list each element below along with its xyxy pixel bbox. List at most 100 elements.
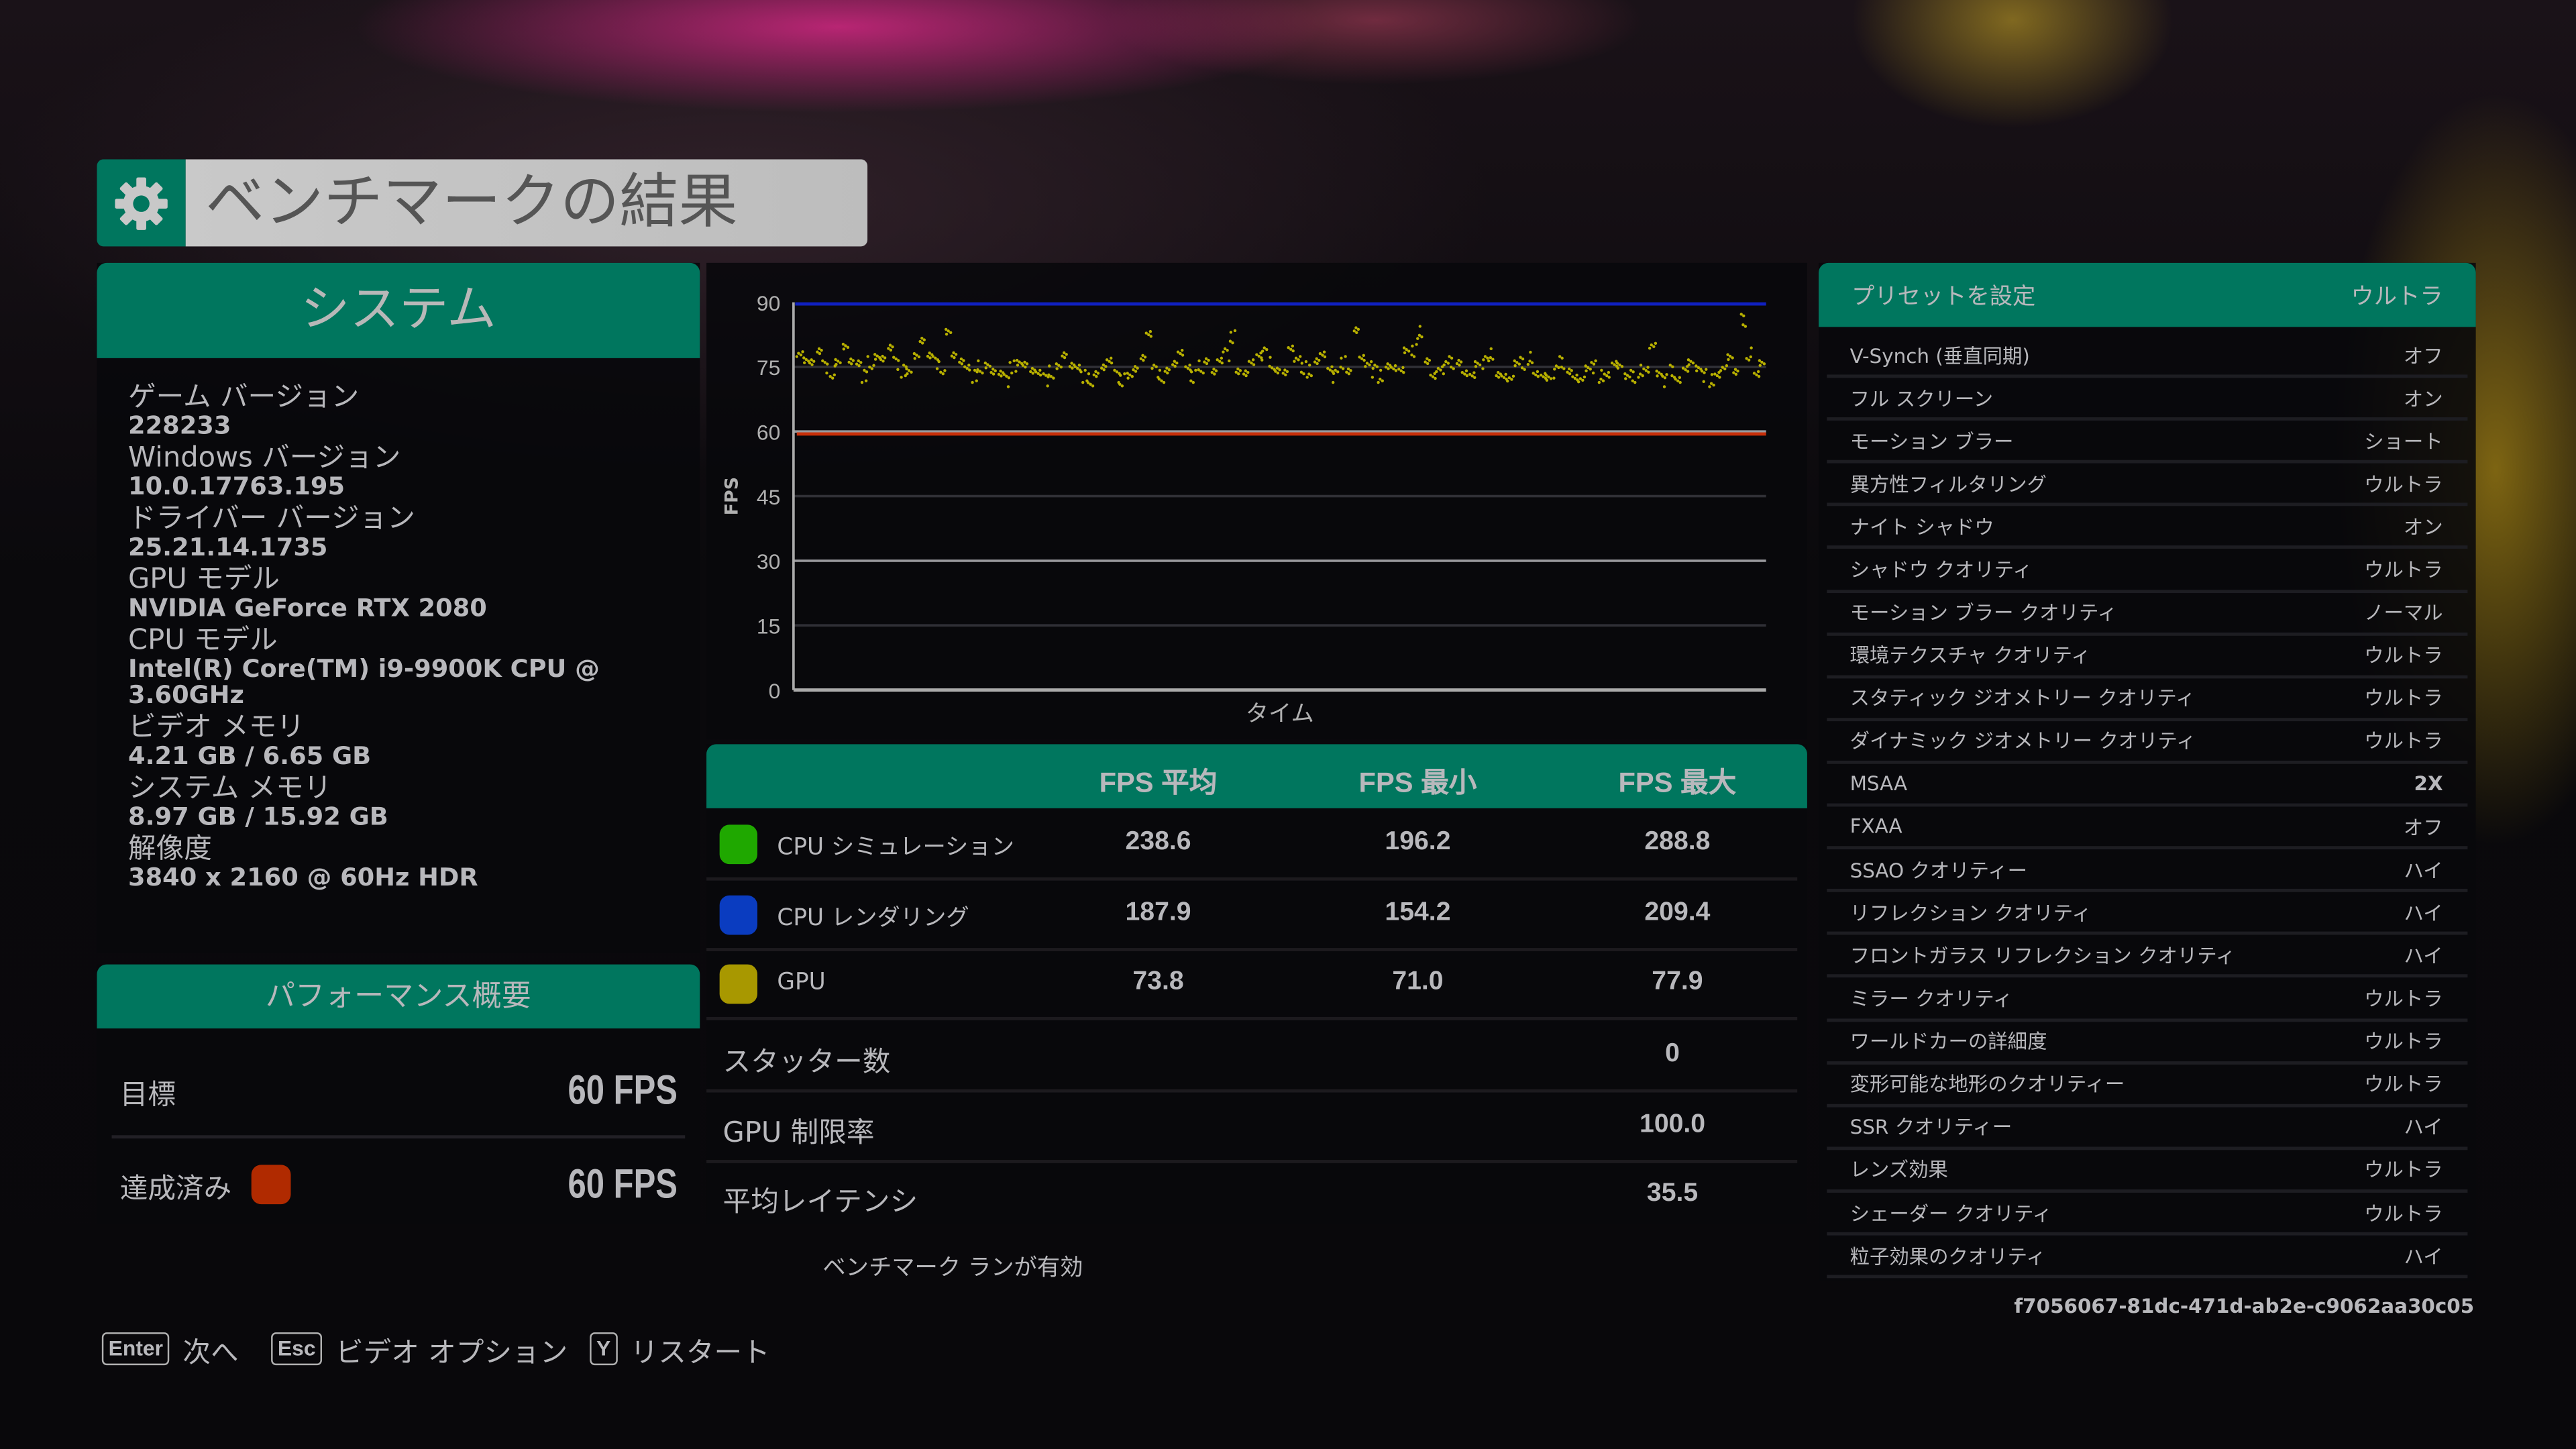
- gpu-fps-point: [1036, 372, 1040, 375]
- gpu-fps-point: [962, 359, 965, 362]
- gpu-fps-point: [1281, 372, 1285, 375]
- gpu-fps-point: [918, 339, 922, 343]
- gpu-fps-point: [1186, 366, 1190, 370]
- restart-button[interactable]: Y リスタート: [590, 1328, 770, 1371]
- gpu-fps-point: [1534, 373, 1538, 377]
- series-color-swatch: [719, 824, 757, 865]
- gpu-fps-point: [1356, 327, 1360, 331]
- gpu-fps-point: [1603, 372, 1606, 376]
- gpu-fps-point: [1031, 372, 1034, 375]
- gpu-fps-point: [1710, 373, 1714, 376]
- gpu-fps-point: [1756, 370, 1760, 374]
- gpu-fps-point: [900, 376, 903, 379]
- gpu-fps-point: [1234, 370, 1238, 374]
- gpu-fps-point: [968, 368, 971, 372]
- gpu-fps-point: [1059, 365, 1063, 369]
- gpu-fps-point: [1731, 356, 1734, 360]
- setting-value: ウルトラ: [2364, 472, 2443, 496]
- gpu-fps-point: [1313, 360, 1317, 364]
- gpu-fps-point: [1470, 374, 1474, 378]
- system-item: GPU モデル NVIDIA GeForce RTX 2080: [97, 566, 700, 621]
- next-button[interactable]: Enter 次へ: [101, 1328, 239, 1371]
- setting-label: SSAO クオリティー: [1849, 859, 2028, 882]
- target-row: 目標 60 FPS: [120, 1058, 677, 1124]
- gpu-fps-point: [1162, 380, 1166, 384]
- gpu-fps-point: [833, 373, 837, 377]
- gpu-fps-point: [1213, 372, 1216, 376]
- gpu-fps-point: [859, 361, 863, 364]
- gpu-fps-point: [975, 379, 978, 382]
- gpu-fps-point: [1149, 335, 1152, 338]
- gpu-fps-point: [1674, 378, 1677, 381]
- system-item-value: 10.0.17763.195: [128, 471, 345, 501]
- gpu-fps-point: [1284, 373, 1287, 377]
- gpu-fps-point: [1412, 355, 1416, 358]
- gpu-fps-point: [1661, 374, 1664, 378]
- video-options-button[interactable]: Esc ビデオ オプション: [271, 1328, 568, 1371]
- y-tick-label: 60: [757, 421, 780, 445]
- gpu-fps-point: [1750, 346, 1753, 350]
- gpu-fps-point: [1167, 368, 1171, 372]
- gpu-fps-point: [1646, 366, 1650, 369]
- gpu-fps-point: [1293, 360, 1296, 363]
- setting-value: ウルトラ: [2364, 687, 2443, 710]
- gpu-fps-point: [795, 355, 798, 358]
- gpu-fps-point: [1568, 372, 1572, 376]
- gpu-fps-point: [1656, 374, 1659, 378]
- gpu-fps-point: [991, 368, 995, 371]
- gpu-fps-point: [1346, 367, 1350, 371]
- gpu-fps-point: [896, 368, 900, 372]
- benchmark-valid-note: ベンチマーク ランが有効: [822, 1255, 1083, 1282]
- gpu-fps-point: [1455, 362, 1459, 366]
- gpu-fps-point: [801, 350, 804, 354]
- gpu-fps-point: [1757, 375, 1761, 378]
- stat-label: スタッター数: [722, 1046, 891, 1079]
- table-header: FPS 平均 FPS 最小 FPS 最大: [706, 744, 1807, 808]
- gpu-fps-point: [1465, 374, 1469, 378]
- gpu-fps-point: [1717, 370, 1721, 374]
- gpu-fps-point: [1623, 372, 1627, 376]
- gpu-fps-point: [802, 361, 806, 364]
- gpu-fps-point: [1399, 369, 1403, 372]
- system-item: ゲーム バージョン 228233: [97, 384, 700, 439]
- gpu-fps-point: [1562, 367, 1566, 370]
- gpu-fps-point: [1387, 367, 1390, 370]
- target-value: 60 FPS: [567, 1067, 677, 1114]
- gpu-fps-point: [1663, 376, 1667, 380]
- preset-row: モーション ブラー クオリティ ノーマル: [1827, 592, 2468, 635]
- gpu-fps-point: [802, 356, 806, 360]
- gpu-fps-point: [989, 370, 993, 374]
- system-item-label: CPU モデル: [128, 624, 278, 657]
- gpu-fps-point: [1504, 372, 1507, 376]
- setting-label: シャドウ クオリティ: [1849, 558, 2033, 582]
- gpu-fps-point: [1452, 367, 1455, 370]
- gpu-fps-point: [1615, 362, 1619, 365]
- gpu-fps-point: [1175, 361, 1179, 365]
- gpu-fps-point: [1474, 365, 1478, 368]
- setting-label: リフレクション クオリティ: [1849, 902, 2092, 925]
- gpu-fps-point: [1532, 372, 1535, 375]
- gpu-fps-point: [1180, 349, 1184, 352]
- restart-label: リスタート: [630, 1336, 770, 1370]
- next-label: 次へ: [182, 1336, 239, 1370]
- gpu-fps-point: [1362, 358, 1366, 362]
- row-label: GPU: [777, 969, 826, 996]
- gpu-fps-point: [1181, 354, 1185, 357]
- gpu-fps-point: [1134, 370, 1138, 373]
- gpu-fps-point: [1315, 357, 1318, 360]
- gpu-fps-point: [1393, 364, 1397, 368]
- gpu-fps-point: [1379, 368, 1383, 372]
- gpu-fps-point: [1631, 379, 1634, 382]
- gpu-fps-point: [883, 356, 887, 360]
- gpu-fps-point: [1641, 374, 1644, 378]
- setting-label: ダイナミック ジオメトリー クオリティ: [1849, 730, 2196, 753]
- gpu-fps-point: [812, 360, 816, 363]
- gpu-fps-point: [799, 353, 803, 357]
- setting-label: モーション ブラー クオリティ: [1849, 601, 2117, 625]
- gpu-fps-point: [1668, 364, 1672, 367]
- gpu-fps-point: [1678, 380, 1682, 384]
- gpu-fps-point: [1005, 374, 1008, 378]
- gpu-fps-point: [1212, 368, 1216, 371]
- gpu-fps-point: [897, 359, 900, 362]
- gpu-fps-point: [1250, 361, 1253, 365]
